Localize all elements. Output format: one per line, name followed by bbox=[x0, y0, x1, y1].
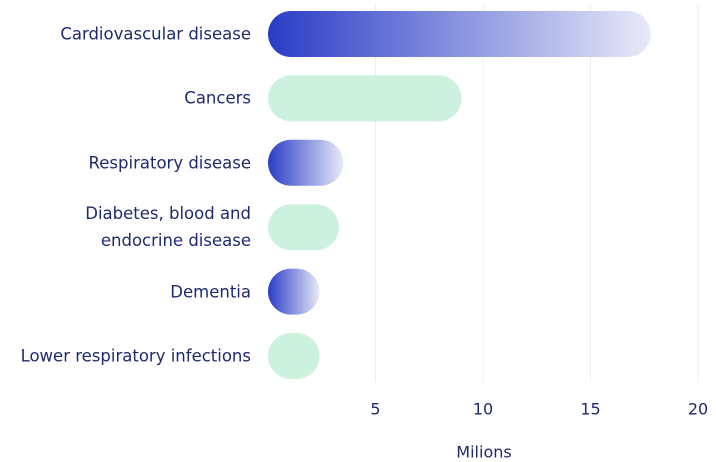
category-label: Respiratory disease bbox=[88, 153, 251, 173]
x-tick-label: 15 bbox=[580, 400, 600, 419]
category-label: Cancers bbox=[184, 88, 251, 108]
bar bbox=[268, 75, 462, 122]
bar bbox=[268, 333, 320, 379]
x-tick-label: 10 bbox=[473, 400, 493, 419]
category-label: Lower respiratory infections bbox=[20, 346, 251, 366]
bar bbox=[268, 11, 651, 57]
category-label: Cardiovascular disease bbox=[60, 24, 251, 44]
bar bbox=[268, 139, 344, 186]
category-label: Dementia bbox=[170, 282, 251, 302]
bar bbox=[268, 204, 339, 251]
bar bbox=[268, 268, 320, 315]
x-tick-label: 5 bbox=[370, 400, 380, 419]
category-label: Diabetes, blood and endocrine disease bbox=[85, 204, 251, 251]
x-tick-label: 20 bbox=[688, 400, 708, 419]
x-axis-title: Milions bbox=[456, 443, 511, 462]
